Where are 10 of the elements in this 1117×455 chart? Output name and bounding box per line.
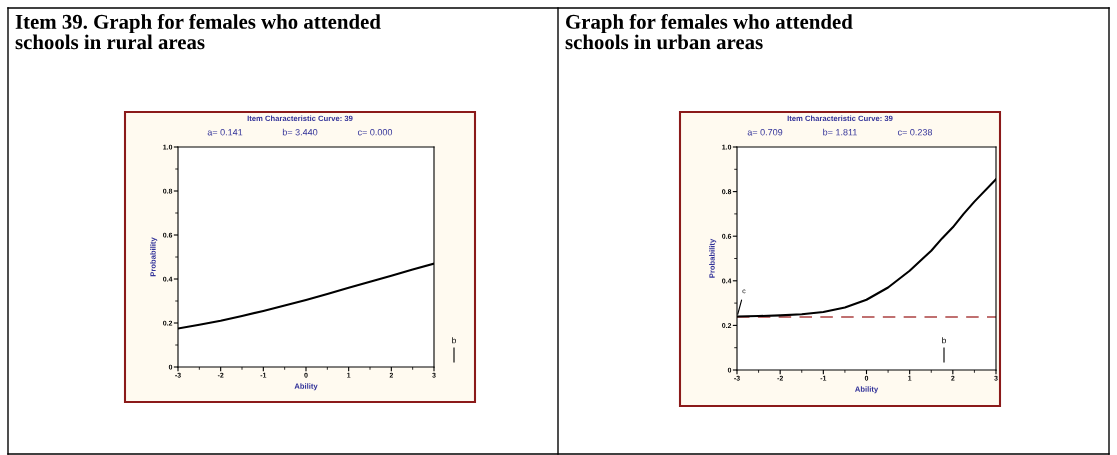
annotation: b — [942, 337, 946, 344]
text: a= 0.141 — [207, 129, 243, 136]
text: b= 1.811 — [823, 128, 857, 136]
text: c= 0.000 — [357, 129, 393, 136]
chart-title: Item 39. Graph for females who attended schools in rural areas — [15, 14, 381, 50]
chart-title: Graph for females who attended schools in urban areas — [565, 14, 853, 50]
text: a= 0.709 — [747, 129, 783, 136]
text: b= 3.440 — [282, 128, 318, 136]
text: b — [452, 337, 456, 344]
text: c= 0.238 — [897, 129, 933, 136]
